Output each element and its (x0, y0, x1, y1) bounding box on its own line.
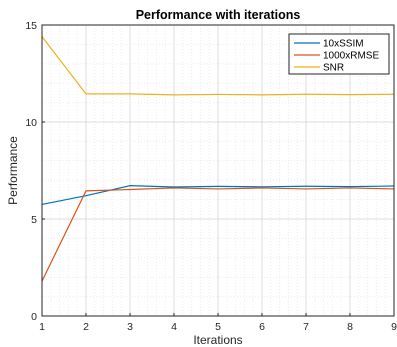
y-tick-label: 15 (25, 20, 37, 32)
x-tick-label: 3 (127, 321, 133, 333)
x-axis-label: Iterations (193, 333, 242, 347)
x-tick-label: 1 (39, 321, 45, 333)
x-tick-label: 8 (347, 321, 353, 333)
ticks: 1 2 3 4 5 6 7 8 9 0 5 10 15 (25, 20, 397, 333)
series-line (41, 187, 395, 282)
chart-title: Performance with iterations (136, 8, 301, 22)
legend-label: 10xSSIM (323, 39, 364, 50)
series-lines (41, 36, 395, 282)
y-tick-label: 5 (31, 214, 37, 226)
series-line (41, 185, 395, 206)
series-line (41, 36, 395, 96)
legend-label: 1000xRMSE (323, 51, 379, 62)
x-tick-label: 9 (391, 321, 397, 333)
y-tick-label: 0 (31, 311, 37, 323)
y-axis-label: Performance (6, 136, 20, 205)
x-tick-label: 6 (259, 321, 265, 333)
x-tick-label: 5 (215, 321, 221, 333)
y-tick-label: 10 (25, 117, 37, 129)
x-tick-label: 2 (83, 321, 89, 333)
legend-label: SNR (323, 63, 344, 74)
x-tick-label: 4 (171, 321, 177, 333)
x-tick-label: 7 (303, 321, 309, 333)
